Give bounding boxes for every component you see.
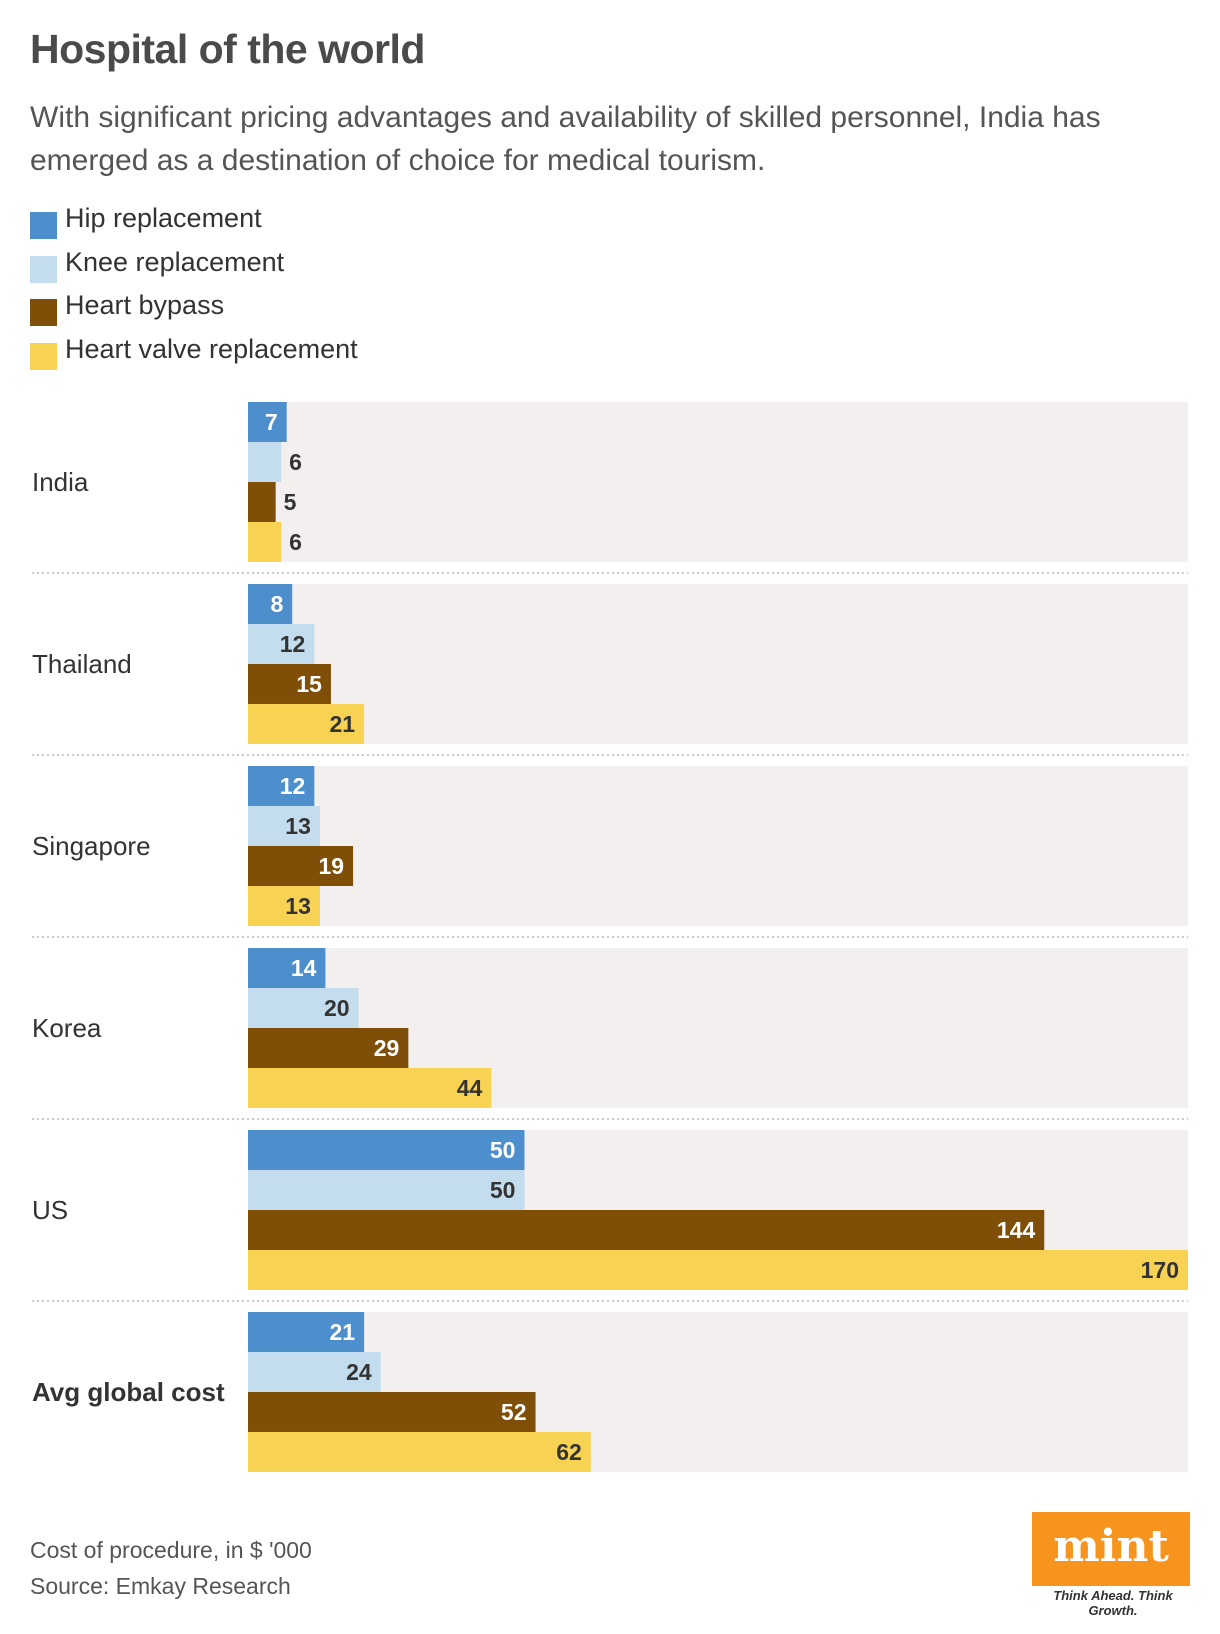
bar-label-avg-global-cost-hip-replacement: 21: [330, 1319, 356, 1345]
bar-singapore-heart-bypass: [248, 846, 354, 886]
mint-logo: mint: [1032, 1512, 1190, 1586]
bar-korea-knee-replacement: [248, 988, 359, 1028]
bar-avg-global-cost-heart-valve-replacement: [248, 1432, 591, 1472]
bar-label-thailand-heart-bypass: 15: [296, 671, 322, 697]
bar-label-avg-global-cost-heart-valve-replacement: 62: [556, 1439, 582, 1465]
category-label-singapore: Singapore: [32, 831, 151, 861]
category-label-thailand: Thailand: [32, 649, 132, 679]
legend-swatch-hip: [30, 212, 57, 239]
bar-us-hip-replacement: [248, 1130, 525, 1170]
category-label-korea: Korea: [32, 1013, 102, 1043]
bar-singapore-hip-replacement: [248, 766, 315, 806]
bar-label-singapore-heart-valve-replacement: 13: [285, 893, 311, 919]
bar-label-korea-hip-replacement: 14: [291, 955, 317, 981]
category-label-india: India: [32, 467, 89, 497]
bar-label-avg-global-cost-knee-replacement: 24: [346, 1359, 372, 1385]
category-label-avg-global-cost: Avg global cost: [32, 1377, 225, 1407]
bar-avg-global-cost-hip-replacement: [248, 1312, 365, 1352]
chart-title: Hospital of the world: [30, 26, 425, 72]
bar-us-heart-bypass: [248, 1210, 1045, 1250]
bar-avg-global-cost-heart-bypass: [248, 1392, 536, 1432]
bar-label-thailand-hip-replacement: 8: [270, 591, 283, 617]
bar-label-thailand-knee-replacement: 12: [280, 631, 306, 657]
bar-thailand-heart-bypass: [248, 664, 331, 704]
unit-note: Cost of procedure, in $ '000: [30, 1537, 312, 1563]
bar-india-knee-replacement: [248, 442, 282, 482]
bar-thailand-hip-replacement: [248, 584, 293, 624]
bar-label-singapore-hip-replacement: 12: [280, 773, 306, 799]
bar-label-thailand-heart-valve-replacement: 21: [330, 711, 356, 737]
bar-label-avg-global-cost-heart-bypass: 52: [501, 1399, 527, 1425]
legend-label-knee: Knee replacement: [65, 247, 285, 277]
bar-india-heart-valve-replacement: [248, 522, 282, 562]
bar-india-heart-bypass: [248, 482, 276, 522]
legend-swatch-knee: [30, 256, 57, 283]
bar-label-korea-heart-valve-replacement: 44: [457, 1075, 483, 1101]
source-note: Source: Emkay Research: [30, 1573, 291, 1599]
bar-label-us-heart-valve-replacement: 170: [1141, 1257, 1179, 1283]
bar-korea-heart-bypass: [248, 1028, 409, 1068]
bar-label-korea-heart-bypass: 29: [374, 1035, 400, 1061]
bar-us-heart-valve-replacement: [248, 1250, 1188, 1290]
bar-label-us-hip-replacement: 50: [490, 1137, 516, 1163]
bar-label-singapore-knee-replacement: 13: [285, 813, 311, 839]
plot-background-singapore: [248, 766, 1188, 926]
bar-avg-global-cost-knee-replacement: [248, 1352, 381, 1392]
bar-label-us-knee-replacement: 50: [490, 1177, 516, 1203]
bar-label-korea-knee-replacement: 20: [324, 995, 350, 1021]
bar-label-us-heart-bypass: 144: [997, 1217, 1036, 1243]
bar-korea-hip-replacement: [248, 948, 326, 988]
legend-label-heart-valve: Heart valve replacement: [65, 334, 358, 364]
bar-us-knee-replacement: [248, 1170, 525, 1210]
legend-label-heart-bypass: Heart bypass: [65, 290, 225, 320]
legend-swatch-heart-bypass: [30, 299, 57, 326]
bar-label-india-hip-replacement: 7: [265, 409, 278, 435]
chart-subtitle: With significant pricing advantages and …: [30, 101, 1101, 177]
mint-logo-text: mint: [1053, 1521, 1169, 1572]
bar-singapore-knee-replacement: [248, 806, 320, 846]
legend-label-hip: Hip replacement: [65, 203, 262, 233]
bar-singapore-heart-valve-replacement: [248, 886, 320, 926]
plot-background-thailand: [248, 584, 1188, 744]
bar-label-india-knee-replacement: 6: [289, 449, 302, 475]
bar-thailand-knee-replacement: [248, 624, 315, 664]
category-label-us: US: [32, 1195, 68, 1225]
bar-label-singapore-heart-bypass: 19: [318, 853, 344, 879]
logo-tagline: Think Ahead. Think Growth.: [1053, 1588, 1173, 1618]
legend-swatch-heart-valve: [30, 343, 57, 370]
plot-background-india: [248, 402, 1188, 562]
bar-india-hip-replacement: [248, 402, 287, 442]
bar-label-india-heart-valve-replacement: 6: [289, 529, 302, 555]
bar-thailand-heart-valve-replacement: [248, 704, 365, 744]
bar-korea-heart-valve-replacement: [248, 1068, 492, 1108]
bar-label-india-heart-bypass: 5: [284, 489, 297, 515]
